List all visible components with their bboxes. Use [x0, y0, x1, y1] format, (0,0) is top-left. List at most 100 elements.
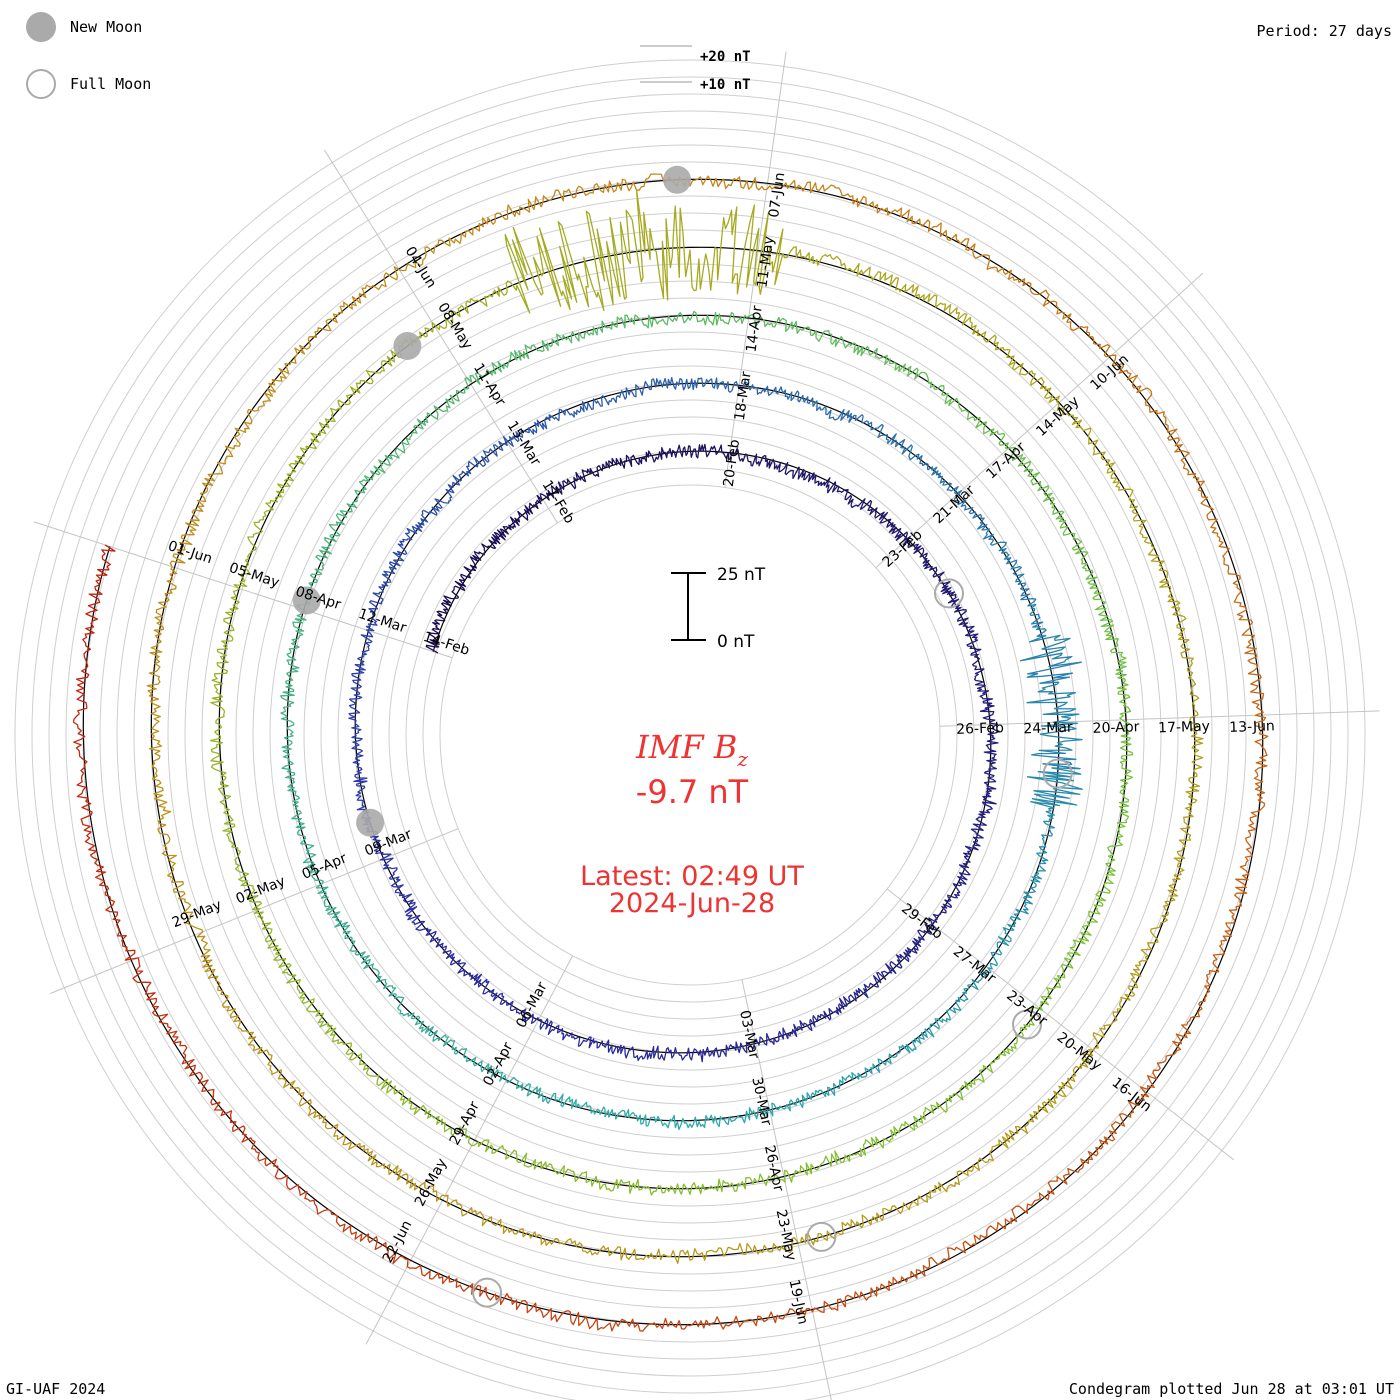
- data-segment: [314, 1203, 433, 1280]
- data-segment: [702, 311, 801, 334]
- data-segment: [1026, 767, 1083, 854]
- credit-label: GI-UAF 2024: [6, 1380, 106, 1398]
- data-segment: [409, 1178, 524, 1238]
- data-segment: [704, 175, 839, 194]
- legend-new-moon-label: New Moon: [70, 18, 143, 36]
- data-segment: [799, 326, 892, 366]
- latest-time: Latest: 02:49 UT: [580, 861, 804, 892]
- grid-ring: [14, 59, 1366, 1400]
- data-segment: [659, 1044, 737, 1063]
- data-segment: [145, 982, 221, 1106]
- data-segment: [664, 443, 734, 461]
- grid-spoke: [939, 710, 1380, 727]
- data-segment: [735, 1020, 807, 1054]
- date-label: 01-Jun: [166, 538, 214, 567]
- data-segment: [567, 1310, 707, 1332]
- data-segment: [708, 1162, 815, 1193]
- grid-spoke: [33, 521, 453, 659]
- data-segment: [782, 389, 864, 423]
- data-segment: [645, 1242, 771, 1264]
- grid-spoke: [875, 272, 1204, 569]
- data-segment: [1079, 961, 1142, 1069]
- legend-new-moon: New Moon: [26, 12, 142, 42]
- data-segment: [543, 393, 622, 429]
- date-label: 12-Mar: [356, 606, 408, 637]
- data-segment: [806, 1058, 892, 1101]
- data-series: [72, 173, 1269, 1332]
- data-segment: [973, 416, 1049, 492]
- data-segment: [598, 446, 666, 472]
- data-segment: [769, 1207, 886, 1254]
- data-segment: [861, 416, 929, 470]
- data-segment: [947, 598, 982, 668]
- data-segment: [983, 528, 1037, 601]
- full-moon-marker: [1042, 758, 1073, 789]
- new-moon-marker: [663, 165, 692, 194]
- data-segment: [210, 601, 240, 713]
- data-segment: [870, 271, 977, 335]
- data-segment: [348, 672, 364, 754]
- data-segment: [884, 1149, 994, 1215]
- data-segment: [844, 1240, 972, 1308]
- data-segment: [213, 1101, 316, 1205]
- data-segment: [913, 1059, 996, 1131]
- data-segment: [542, 1092, 634, 1120]
- data-segment: [981, 735, 999, 810]
- reference-levels: +20 nT +10 nT: [640, 45, 751, 93]
- data-segment: [512, 190, 644, 311]
- grid-spoke: [50, 828, 459, 994]
- data-segment: [731, 447, 800, 480]
- data-segment: [522, 1231, 647, 1261]
- data-segment: [222, 823, 272, 930]
- legend-full-moon: Full Moon: [26, 69, 151, 99]
- scale-bottom-label: 0 nT: [717, 632, 755, 652]
- date-label: 23-Apr: [1003, 988, 1050, 1030]
- data-segment: [722, 1092, 808, 1126]
- date-label: 22-Jun: [380, 1218, 416, 1266]
- date-label: 07-Jun: [766, 171, 788, 218]
- data-segment: [917, 875, 968, 935]
- data-segment: [888, 1003, 962, 1064]
- data-segment: [372, 524, 423, 595]
- legend-full-moon-label: Full Moon: [70, 75, 152, 93]
- full-moon-marker: [806, 1221, 837, 1252]
- data-segment: [955, 931, 1012, 1004]
- scale-top-label: 25 nT: [717, 565, 766, 585]
- data-segment: [281, 744, 306, 838]
- data-segment: [393, 994, 468, 1057]
- data-segment: [1002, 852, 1049, 932]
- data-segment: [970, 1165, 1085, 1247]
- new-moon-marker: [393, 332, 422, 360]
- data-segment: [498, 1144, 601, 1190]
- data-segment: [96, 544, 116, 576]
- period-label: Period: 27 days: [1256, 22, 1392, 40]
- ref-plus10-label: +10 nT: [700, 77, 751, 93]
- date-label: 23-May: [773, 1208, 799, 1262]
- data-segment: [1178, 731, 1204, 851]
- ref-plus20-label: +20 nT: [700, 49, 751, 65]
- data-segment: [1066, 321, 1165, 416]
- date-label: 26-Apr: [761, 1144, 786, 1193]
- parameter-value: -9.7 nT: [636, 773, 749, 811]
- data-segment: [515, 1008, 586, 1047]
- data-segment: [230, 496, 278, 603]
- data-segment: [452, 539, 497, 592]
- data-segment: [1224, 803, 1266, 938]
- data-segment: [209, 711, 234, 825]
- data-segment: [151, 768, 184, 893]
- data-segment: [753, 212, 872, 295]
- new-moon-marker: [292, 586, 321, 615]
- full-moon-marker: [934, 578, 964, 609]
- data-segment: [632, 1112, 723, 1131]
- data-segment: [1026, 681, 1083, 770]
- data-segment: [973, 666, 1000, 737]
- data-segment: [1116, 677, 1134, 781]
- data-segment: [854, 498, 911, 548]
- data-segment: [907, 543, 957, 604]
- data-segment: [1080, 1056, 1167, 1167]
- data-segment: [994, 975, 1062, 1061]
- scale-bar: 25 nT 0 nT: [671, 565, 766, 652]
- data-segment: [1019, 598, 1082, 684]
- date-label: 14-Feb: [421, 629, 471, 659]
